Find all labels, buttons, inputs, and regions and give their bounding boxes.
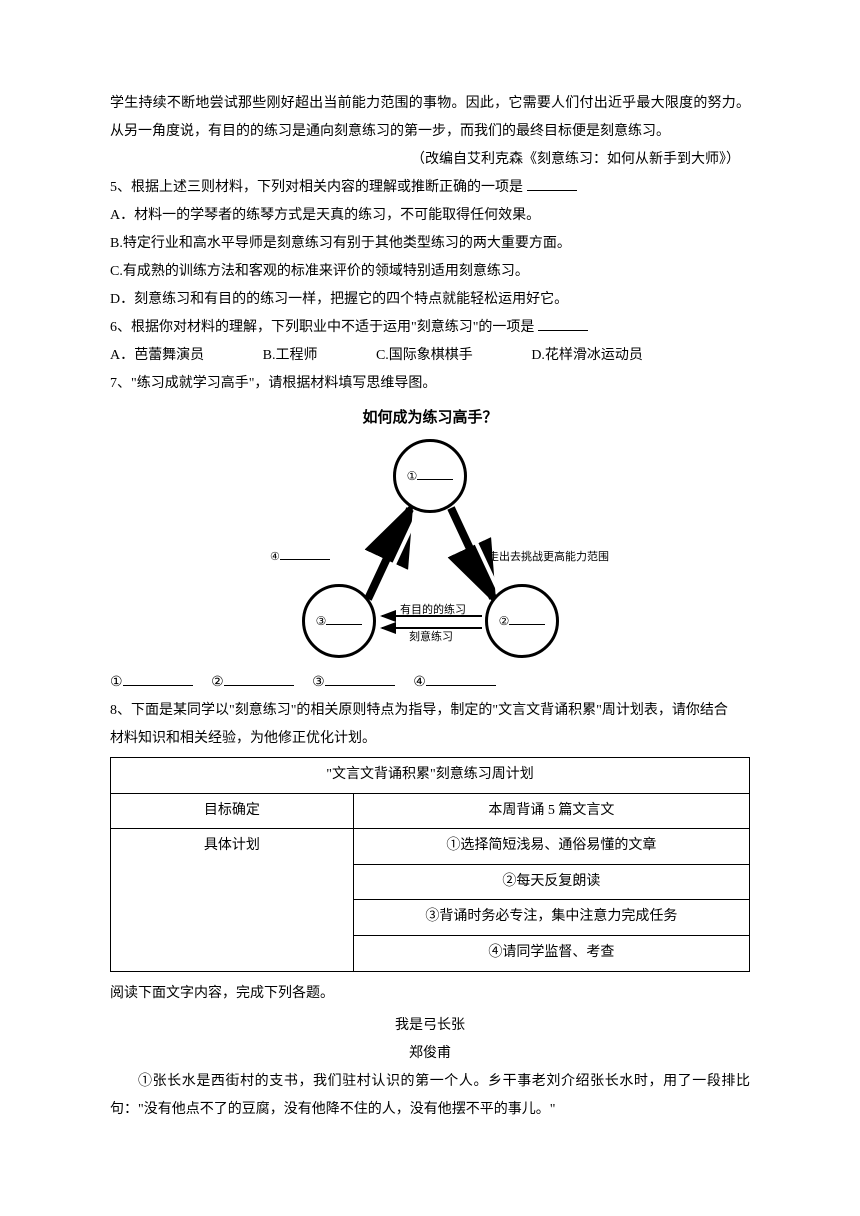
table-row: 目标确定 本周背诵 5 篇文言文	[111, 793, 750, 829]
q5-blank[interactable]	[527, 175, 577, 191]
intro-paragraph: 学生持续不断地尝试那些刚好超出当前能力范围的事物。因此，它需要人们付出近乎最大限…	[110, 90, 750, 146]
table-plan-1: ①选择简短浅易、通俗易懂的文章	[353, 829, 749, 865]
fill3-blank[interactable]	[325, 670, 395, 686]
reading-title: 我是弓长张	[110, 1012, 750, 1040]
reading-author: 郑俊甫	[110, 1040, 750, 1068]
label4-num: ④	[270, 551, 280, 563]
node1-label: ①	[407, 469, 418, 484]
fill-4: ④	[413, 669, 496, 697]
mind-map-diagram: 如何成为练习高手？ ① ② ③ ④	[250, 406, 610, 661]
reading-intro: 阅读下面文字内容，完成下列各题。	[110, 980, 750, 1008]
q7-stem: 7、"练习成就学习高手"，请根据材料填写思维导图。	[110, 370, 750, 398]
q5-option-b[interactable]: B.特定行业和高水平导师是刻意练习有别于其他类型练习的两大重要方面。	[110, 230, 750, 258]
diagram-label-right: 走出去挑战更高能力范围	[488, 548, 609, 564]
q6-option-a[interactable]: A．芭蕾舞演员	[110, 342, 204, 370]
table-plan-label: 具体计划	[111, 829, 354, 971]
node1-blank[interactable]	[417, 468, 453, 480]
q6-option-b[interactable]: B.工程师	[263, 342, 318, 370]
q6-option-d[interactable]: D.花样滑冰运动员	[531, 342, 643, 370]
q5-option-a[interactable]: A．材料一的学琴者的练琴方式是天真的练习，不可能取得任何效果。	[110, 202, 750, 230]
q6-blank[interactable]	[538, 315, 588, 331]
diagram-node-2: ②	[485, 584, 559, 658]
fill4-num: ④	[413, 675, 426, 690]
q5-stem: 5、根据上述三则材料，下列对相关内容的理解或推断正确的一项是	[110, 174, 750, 202]
table-goal-label: 目标确定	[111, 793, 354, 829]
fill-1: ①	[110, 669, 193, 697]
fill1-blank[interactable]	[123, 670, 193, 686]
source-citation: （改编自艾利克森《刻意练习：如何从新手到大师》）	[110, 146, 750, 174]
q5-option-d[interactable]: D．刻意练习和有目的的练习一样，把握它的四个特点就能轻松运用好它。	[110, 286, 750, 314]
fill2-num: ②	[211, 675, 224, 690]
table-goal-value: 本周背诵 5 篇文言文	[353, 793, 749, 829]
reading-para-1: ①张长水是西街村的支书，我们驻村认识的第一个人。乡干事老刘介绍张长水时，用了一段…	[110, 1068, 750, 1124]
q6-options: A．芭蕾舞演员 B.工程师 C.国际象棋棋手 D.花样滑冰运动员	[110, 342, 750, 370]
diagram-label-bottom2: 刻意练习	[409, 628, 453, 644]
table-plan-3: ③背诵时务必专注，集中注意力完成任务	[353, 900, 749, 936]
fill4-blank[interactable]	[426, 670, 496, 686]
fill2-blank[interactable]	[224, 670, 294, 686]
q6-option-c[interactable]: C.国际象棋棋手	[376, 342, 473, 370]
diagram-container: 如何成为练习高手？ ① ② ③ ④	[110, 406, 750, 661]
table-plan-4: ④请同学监督、考查	[353, 935, 749, 971]
node3-blank[interactable]	[326, 613, 362, 625]
label4-blank[interactable]	[280, 548, 330, 560]
fill-2: ②	[211, 669, 294, 697]
fill3-num: ③	[312, 675, 325, 690]
q8-stem-line1: 8、下面是某同学以"刻意练习"的相关原则特点为指导，制定的"文言文背诵积累"周计…	[110, 697, 750, 725]
diagram-node-3: ③	[302, 584, 376, 658]
node2-blank[interactable]	[509, 613, 545, 625]
table-row: "文言文背诵积累"刻意练习周计划	[111, 758, 750, 794]
node3-label: ③	[316, 614, 327, 629]
q6-stem: 6、根据你对材料的理解，下列职业中不适于运用"刻意练习"的一项是	[110, 314, 750, 342]
q7-fill-line: ① ② ③ ④	[110, 669, 750, 697]
node2-label: ②	[499, 614, 510, 629]
fill1-num: ①	[110, 675, 123, 690]
q5-option-c[interactable]: C.有成熟的训练方法和客观的标准来评价的领域特别适用刻意练习。	[110, 258, 750, 286]
diagram-node-1: ①	[393, 439, 467, 513]
diagram-label-left: ④	[270, 548, 330, 563]
diagram-label-bottom1: 有目的的练习	[400, 601, 466, 617]
q5-text: 5、根据上述三则材料，下列对相关内容的理解或推断正确的一项是	[110, 180, 527, 195]
table-title: "文言文背诵积累"刻意练习周计划	[111, 758, 750, 794]
q6-text: 6、根据你对材料的理解，下列职业中不适于运用"刻意练习"的一项是	[110, 320, 538, 335]
plan-table: "文言文背诵积累"刻意练习周计划 目标确定 本周背诵 5 篇文言文 具体计划 ①…	[110, 757, 750, 972]
table-plan-2: ②每天反复朗读	[353, 864, 749, 900]
q8-stem-line2: 材料知识和相关经验，为他修正优化计划。	[110, 725, 750, 753]
table-row: 具体计划 ①选择简短浅易、通俗易懂的文章	[111, 829, 750, 865]
fill-3: ③	[312, 669, 395, 697]
